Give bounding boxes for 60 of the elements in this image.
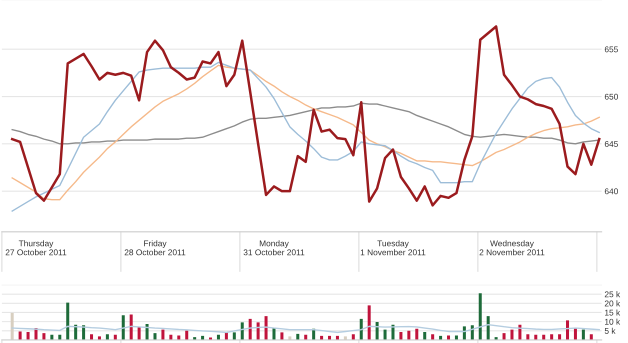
bar xyxy=(415,328,418,340)
line-series xyxy=(12,324,600,334)
bar xyxy=(264,316,268,340)
bar xyxy=(193,337,196,340)
x-tick-label: Wednesday 2 November 2011 xyxy=(480,240,544,256)
bar xyxy=(399,332,402,340)
x-tick-label: Tuesday 1 November 2011 xyxy=(360,240,426,256)
y-tick-label: 25 k xyxy=(604,291,620,298)
line-series xyxy=(12,102,600,145)
bar xyxy=(185,330,188,340)
bar xyxy=(360,318,363,340)
y-tick-label: 10 k xyxy=(605,318,620,325)
bar xyxy=(232,332,236,340)
bar xyxy=(90,334,94,340)
bar xyxy=(161,330,164,340)
bar xyxy=(454,336,458,340)
line-series xyxy=(10,25,600,207)
bar xyxy=(550,334,554,340)
bar xyxy=(526,334,530,340)
bar xyxy=(368,305,371,340)
bar xyxy=(248,318,252,340)
x-tick-label: Thursday 27 October 2011 xyxy=(6,240,66,256)
bar xyxy=(407,330,410,340)
bar xyxy=(352,334,355,340)
bar xyxy=(106,334,109,340)
bar xyxy=(138,327,141,340)
y-tick-label: 645 xyxy=(604,141,618,147)
bar xyxy=(431,334,434,340)
bar xyxy=(42,333,46,340)
y-tick-label: 20 k xyxy=(604,300,620,306)
bar xyxy=(478,293,482,340)
x-tick-label: Friday 28 October 2011 xyxy=(124,240,186,256)
bar xyxy=(502,333,506,340)
bar xyxy=(153,333,156,340)
y-tick-label: 15 k xyxy=(605,309,620,316)
bar xyxy=(122,315,125,340)
bar xyxy=(558,334,562,340)
bar xyxy=(130,314,133,340)
bar xyxy=(582,330,585,340)
bar xyxy=(384,330,387,340)
y-tick-label: 655 xyxy=(604,46,618,52)
bar xyxy=(18,332,22,340)
y-tick-label: 650 xyxy=(604,94,618,100)
bar xyxy=(26,332,30,340)
bar xyxy=(177,336,180,340)
bar xyxy=(566,320,570,340)
bar xyxy=(590,334,593,340)
bar xyxy=(280,332,284,340)
bar xyxy=(272,328,276,340)
y-tick-label: 640 xyxy=(604,188,618,194)
bar xyxy=(447,336,450,340)
y-tick-label: 5 k xyxy=(604,328,616,334)
bar xyxy=(66,302,70,340)
bar xyxy=(240,322,244,340)
bar xyxy=(494,337,498,340)
bar xyxy=(423,332,426,340)
x-tick-label: Monday 31 October 2011 xyxy=(244,240,304,256)
bar xyxy=(296,334,300,340)
bar xyxy=(486,316,490,340)
bar xyxy=(510,330,514,340)
